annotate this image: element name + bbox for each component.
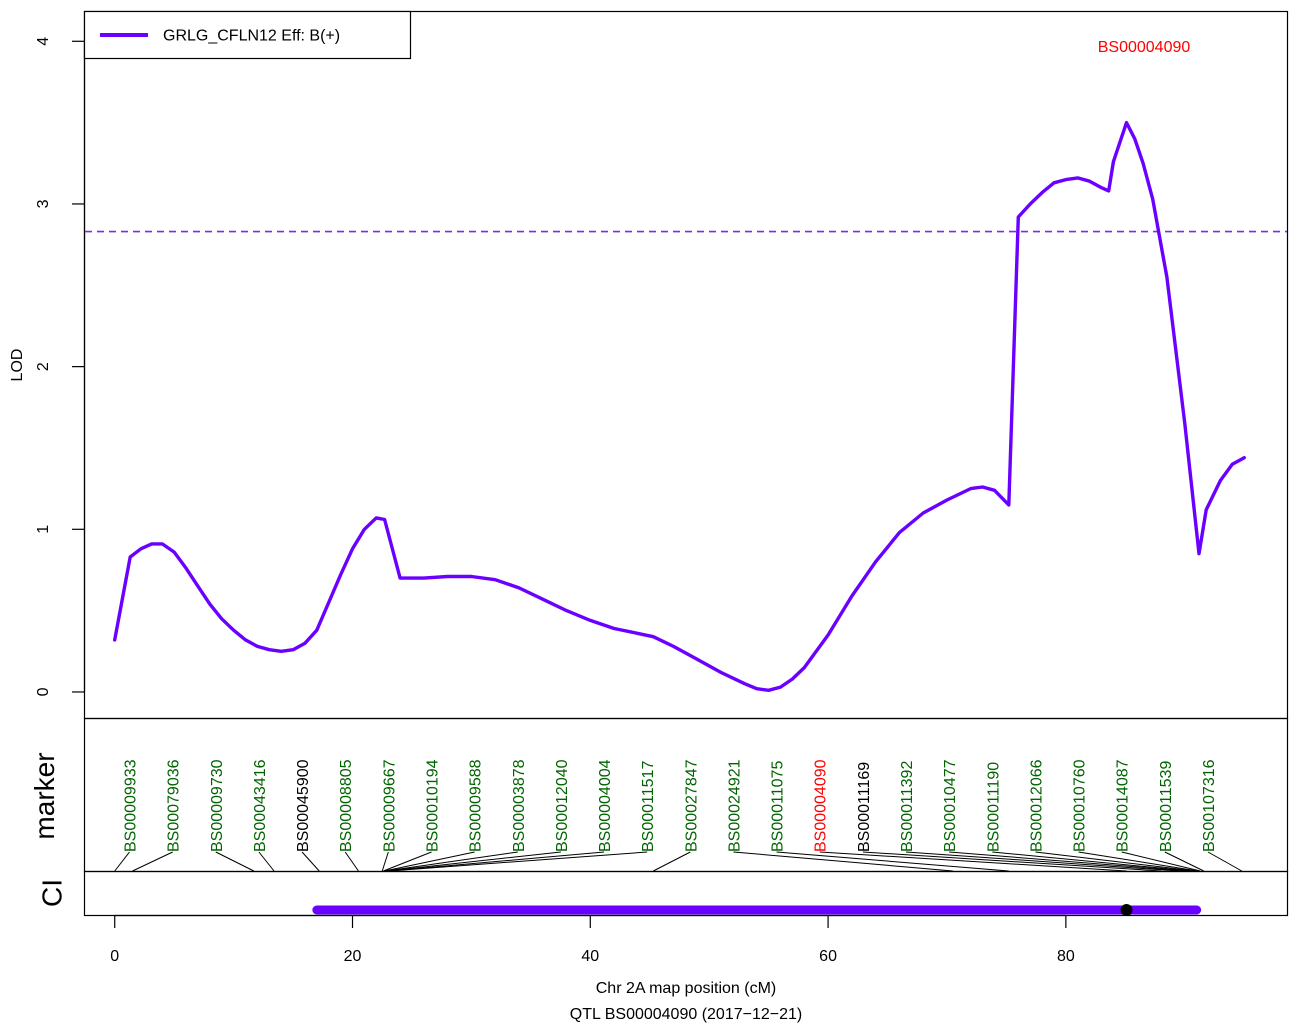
marker-connector [949, 851, 1188, 872]
marker-label: BS00027847 [683, 759, 700, 852]
marker-label: BS00012066 [1028, 759, 1045, 852]
y-tick-label: 1 [35, 525, 52, 534]
marker-label: BS00004004 [597, 759, 614, 852]
marker-connector [384, 851, 475, 872]
marker-label: BS00043416 [252, 759, 269, 852]
lod-plot-frame [83, 10, 1289, 720]
marker-connector [215, 851, 255, 872]
legend-label: GRLG_CFLN12 Eff: B(+) [163, 28, 340, 45]
marker-connector [819, 851, 1127, 872]
x-tick-label: 20 [344, 948, 362, 965]
marker-connector [862, 851, 1162, 872]
marker-label: BS00045900 [295, 759, 312, 852]
y-axis: 0 1 2 3 4 [35, 37, 86, 696]
peak-label: BS00004090 [1098, 39, 1191, 56]
y-axis-label: LOD [9, 349, 26, 382]
x-tick-label: 40 [581, 948, 599, 965]
marker-connector [653, 851, 691, 872]
marker-label: BS00079036 [166, 759, 183, 852]
marker-connector [114, 851, 130, 872]
marker-connector [1207, 851, 1243, 872]
marker-panel-label: marker [29, 752, 60, 839]
marker-label: BS00011539 [1158, 761, 1175, 852]
marker-connector [381, 851, 389, 872]
ci-layer [312, 904, 1202, 916]
marker-label: BS00011517 [640, 761, 657, 852]
marker-connector [776, 851, 1009, 872]
ci-panel-label: CI [36, 879, 67, 907]
marker-connector [1078, 851, 1198, 872]
ci-peak-point [1120, 904, 1133, 916]
x-tick-label: 80 [1057, 948, 1075, 965]
marker-layer: BS00009933 BS00079036 BS00009730 BS00043416… [114, 759, 1243, 872]
series-layer [112, 120, 1246, 692]
marker-connector [385, 851, 518, 872]
marker-label: BS00003878 [511, 759, 528, 852]
marker-label: BS00010194 [424, 759, 441, 852]
marker-connector [383, 851, 432, 872]
y-tick-label: 2 [35, 362, 52, 371]
marker-connector [344, 851, 359, 872]
y-tick-label: 4 [35, 37, 52, 46]
marker-connector [992, 851, 1192, 872]
lod-curve [112, 120, 1246, 692]
x-axis-label: Chr 2A map position (cM) [596, 980, 777, 997]
chart-subtitle: QTL BS00004090 (2017−12−21) [570, 1006, 802, 1023]
marker-connector [132, 851, 173, 872]
x-tick-label: 0 [110, 948, 119, 965]
marker-connector [905, 851, 1179, 872]
x-tick-label: 60 [819, 948, 837, 965]
marker-connector [301, 851, 320, 872]
marker-connector [1121, 851, 1201, 872]
marker-label: BS00009730 [209, 759, 226, 852]
marker-label: BS00024921 [726, 759, 743, 852]
marker-label: BS00012040 [554, 759, 571, 852]
marker-connector [1164, 851, 1204, 872]
marker-connector [386, 851, 561, 872]
marker-label: BS00010477 [942, 759, 959, 852]
marker-label: BS00014087 [1115, 759, 1132, 852]
marker-connector [388, 851, 605, 872]
marker-label: BS00011169 [856, 762, 873, 852]
x-axis: 0 20 40 60 80 [110, 914, 1075, 965]
legend: GRLG_CFLN12 Eff: B(+) [83, 10, 412, 60]
marker-label: BS00009667 [381, 759, 398, 852]
marker-label: BS00107316 [1201, 759, 1218, 852]
marker-label: BS00009933 [123, 759, 140, 852]
marker-connector [258, 851, 275, 872]
y-tick-label: 3 [35, 199, 52, 208]
marker-label: BS00011075 [770, 761, 787, 852]
marker-label: BS00011392 [899, 761, 916, 852]
marker-connector [389, 851, 648, 872]
marker-label: BS00008805 [338, 759, 355, 852]
y-tick-label: 0 [35, 687, 52, 696]
marker-label: BS00011190 [985, 762, 1002, 852]
marker-label: BS00009588 [468, 759, 485, 852]
marker-label: BS00004090 [813, 759, 830, 852]
marker-label: BS00010760 [1072, 759, 1089, 852]
marker-connector [1035, 851, 1196, 872]
marker-connector [733, 851, 953, 872]
